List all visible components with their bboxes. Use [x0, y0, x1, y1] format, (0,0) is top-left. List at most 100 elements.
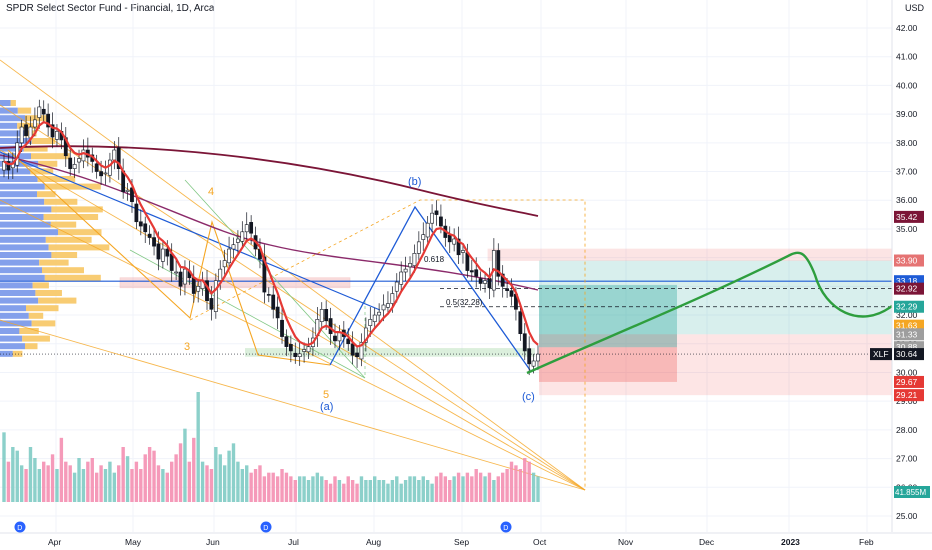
candle-body — [174, 271, 179, 274]
candle-body — [152, 237, 156, 247]
volume-profile-bar — [25, 115, 50, 122]
volume-bar — [2, 432, 6, 502]
price-tick-label: 36.00 — [896, 195, 918, 205]
symbol-badge-label: XLF — [873, 349, 889, 359]
volume-bar — [346, 476, 350, 502]
candle-body — [134, 203, 139, 223]
volume-profile-bar — [58, 229, 102, 236]
price-tick-label: 37.00 — [896, 167, 918, 177]
volume-profile-bar — [0, 274, 45, 281]
volume-bar — [267, 472, 271, 502]
price-tick-label: 39.00 — [896, 109, 918, 119]
volume-profile-bar — [48, 244, 110, 251]
candle-body — [496, 250, 501, 277]
volume-bar — [430, 483, 434, 502]
candle-body — [143, 223, 148, 233]
candle-body — [372, 314, 377, 322]
volume-bar — [249, 472, 253, 502]
dividend-marker — [260, 521, 272, 533]
volume-profile-bar — [51, 252, 78, 258]
volume-bar — [333, 476, 337, 502]
volume-profile-bar — [0, 244, 49, 251]
volume-bar — [231, 443, 236, 502]
volume-badge-bg — [894, 486, 930, 498]
candle-body — [527, 348, 532, 365]
candle-body — [483, 280, 487, 284]
candle-body — [37, 106, 42, 118]
fib-label-0618: 0.618 — [424, 255, 445, 264]
candle-body — [50, 124, 55, 138]
volume-bar — [77, 458, 81, 502]
price-badge-value: 35.42 — [896, 212, 918, 222]
volume-profile-bar — [51, 206, 103, 213]
volume-bar — [72, 472, 77, 502]
volume-bar — [33, 458, 37, 502]
volume-profile-bar — [42, 267, 84, 274]
volume-bar — [236, 461, 240, 502]
candle-body — [434, 210, 439, 215]
volume-bar — [28, 447, 33, 502]
price-tick-label: 38.00 — [896, 138, 918, 148]
price-tick-label: 28.00 — [896, 425, 918, 435]
candle-body — [469, 270, 474, 273]
candle-body — [231, 244, 236, 250]
volume-bar — [161, 469, 165, 502]
candle-body — [125, 189, 130, 192]
volume-bar — [531, 472, 536, 502]
volume-bar — [293, 480, 297, 502]
volume-profile-bar — [45, 236, 92, 243]
candle-body — [319, 309, 324, 322]
candle-body — [381, 304, 386, 311]
price-badge-bg — [894, 282, 924, 295]
volume-bar — [6, 461, 11, 502]
candle-body — [6, 161, 11, 171]
time-tick-label: Apr — [48, 537, 61, 547]
supply-zone — [487, 248, 893, 261]
fib-fan-line — [0, 319, 586, 491]
volume-profile-bar — [38, 160, 58, 167]
volume-bar — [187, 461, 192, 502]
stop-zone — [539, 334, 892, 396]
candle-body — [103, 172, 108, 175]
volume-profile-bar — [25, 343, 38, 350]
price-badge-bg — [894, 210, 924, 223]
volume-profile-bar — [0, 130, 25, 137]
volume-profile-bar — [31, 138, 56, 144]
candle-body — [99, 171, 103, 177]
candle-body — [280, 319, 284, 337]
volume-bar — [417, 480, 421, 502]
volume-bar — [200, 461, 205, 502]
price-tick-label: 40.00 — [896, 80, 918, 90]
candle-body — [536, 353, 540, 362]
candle-body — [377, 311, 382, 316]
volume-bar — [165, 472, 169, 502]
volume-bar — [86, 461, 90, 502]
volume-bar — [443, 476, 448, 502]
currency-label: USD — [904, 3, 924, 13]
volume-bar — [289, 476, 293, 502]
candle-body — [271, 294, 276, 310]
candle-body — [183, 268, 187, 285]
price-badge-value: 30.88 — [896, 342, 918, 352]
volume-bar — [134, 461, 139, 502]
volume-bar — [139, 469, 143, 502]
projected-path — [526, 251, 893, 375]
candle-body — [147, 233, 152, 238]
volume-profile-bar — [37, 176, 76, 182]
dividend-marker — [14, 521, 26, 533]
candle-body — [41, 108, 46, 115]
candle-body — [346, 338, 351, 345]
volume-bar — [514, 465, 518, 502]
candle-body — [403, 268, 408, 273]
candle-body — [390, 293, 395, 304]
price-tick-label: 29.00 — [896, 396, 918, 406]
volume-profile-bar — [0, 350, 13, 357]
volume-bar — [117, 465, 121, 502]
price-badge-value: 31.63 — [896, 321, 918, 331]
price-badge-value: 33.18 — [896, 276, 918, 286]
volume-profile-bar — [44, 198, 78, 205]
volume-bar — [19, 465, 24, 502]
volume-profile-bar — [32, 282, 49, 289]
volume-profile-bar — [0, 328, 20, 334]
